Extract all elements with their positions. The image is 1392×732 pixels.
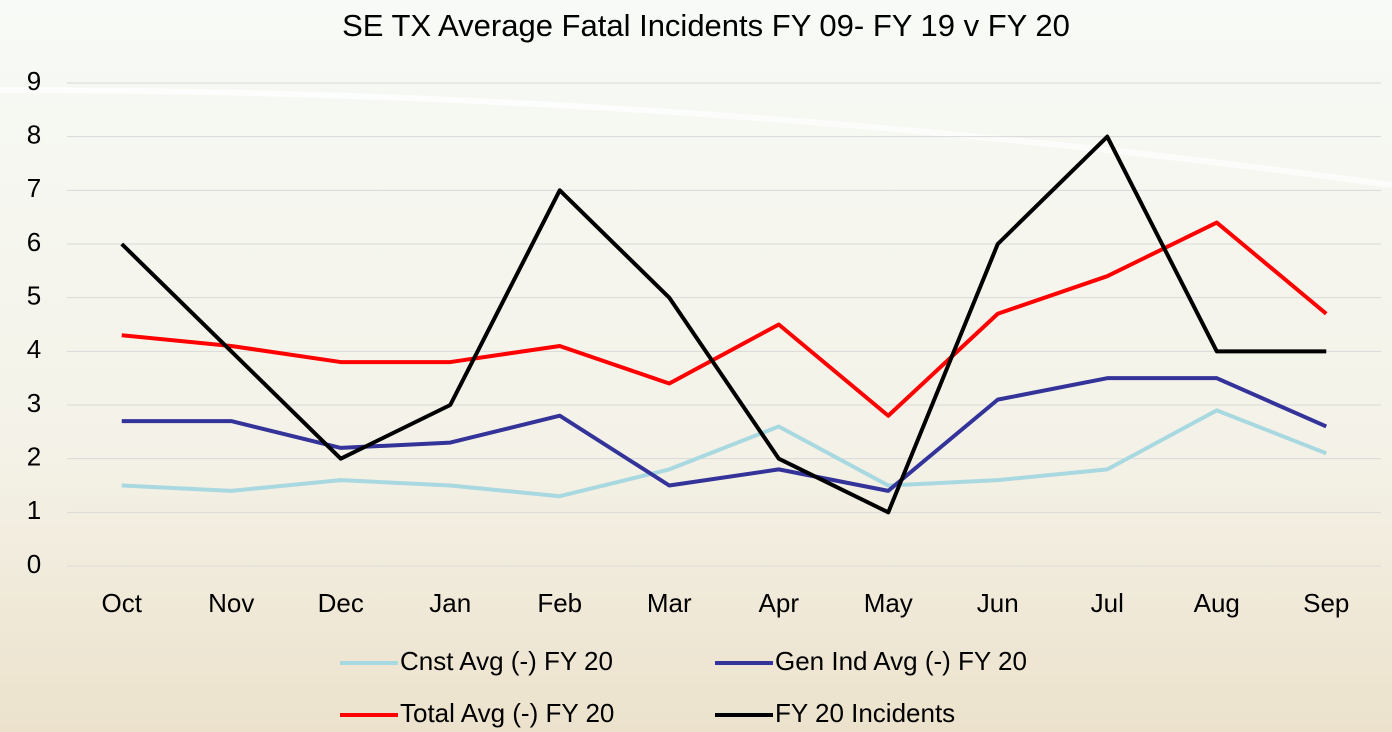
y-tick-label: 6 bbox=[27, 227, 41, 257]
y-tick-label: 1 bbox=[27, 495, 41, 525]
x-tick-label: Mar bbox=[647, 588, 692, 618]
y-tick-label: 9 bbox=[27, 66, 41, 96]
chart-title: SE TX Average Fatal Incidents FY 09- FY … bbox=[342, 8, 1070, 43]
legend-label: Total Avg (-) FY 20 bbox=[400, 698, 614, 728]
y-tick-label: 7 bbox=[27, 173, 41, 203]
x-tick-label: Jul bbox=[1091, 588, 1124, 618]
legend-label: FY 20 Incidents bbox=[775, 698, 955, 728]
x-tick-label: May bbox=[864, 588, 913, 618]
y-tick-label: 3 bbox=[27, 388, 41, 418]
series-line bbox=[121, 408, 1327, 499]
y-tick-label: 0 bbox=[27, 549, 41, 579]
decoration bbox=[0, 87, 1392, 188]
legend-label: Cnst Avg (-) FY 20 bbox=[400, 646, 613, 676]
x-tick-label: Oct bbox=[102, 588, 143, 618]
series-line bbox=[121, 220, 1328, 418]
x-tick-label: Jan bbox=[429, 588, 471, 618]
x-tick-label: Sep bbox=[1303, 588, 1349, 618]
y-tick-label: 8 bbox=[27, 120, 41, 150]
series-line bbox=[120, 134, 1327, 515]
legend-label: Gen Ind Avg (-) FY 20 bbox=[775, 646, 1027, 676]
y-tick-label: 5 bbox=[27, 281, 41, 311]
x-tick-label: Aug bbox=[1194, 588, 1240, 618]
y-tick-label: 2 bbox=[27, 442, 41, 472]
x-tick-label: Dec bbox=[318, 588, 364, 618]
x-tick-label: Apr bbox=[759, 588, 800, 618]
x-tick-label: Nov bbox=[208, 588, 254, 618]
x-tick-label: Jun bbox=[977, 588, 1019, 618]
y-tick-label: 4 bbox=[27, 334, 41, 364]
x-tick-label: Feb bbox=[537, 588, 582, 618]
